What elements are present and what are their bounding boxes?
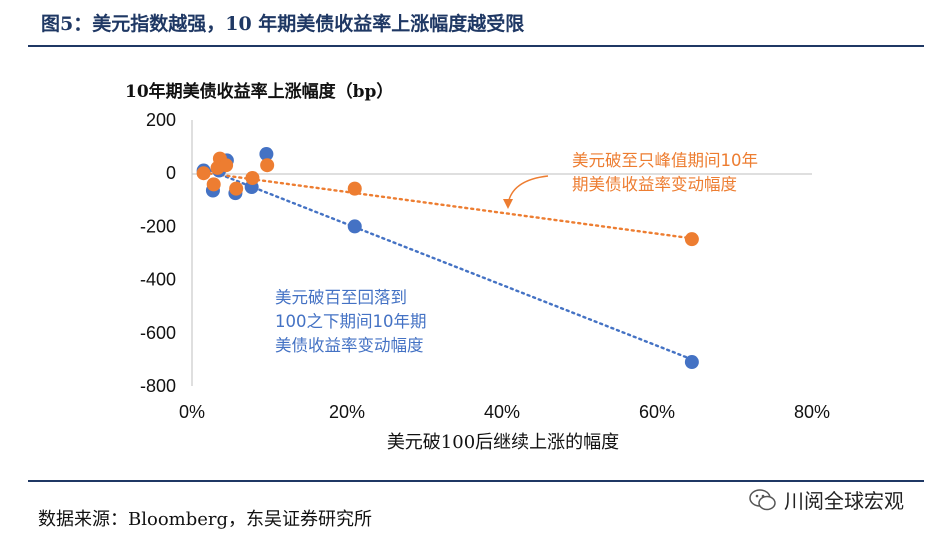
wechat-icon: [749, 488, 776, 510]
title-rule: [28, 45, 924, 47]
blue-data-point: [684, 355, 699, 370]
scatter-chart: 10年期美债收益率上涨幅度（bp） 200 0 -200 -400 -600 -800 0…: [125, 81, 830, 453]
y-tick-labels: 200 0 -200 -400 -600 -800: [140, 110, 176, 396]
blue-data-point: [259, 147, 274, 162]
y-axis-label: 10年期美债收益率上涨幅度（bp）: [125, 81, 393, 102]
orange-data-point: [684, 232, 699, 247]
footer-rule: [28, 480, 924, 482]
orange-data-point: [219, 158, 234, 173]
orange-annotation-line: 美元破至只峰值期间10年: [572, 151, 758, 170]
x-tick-label: 0%: [179, 402, 205, 422]
orange-data-point: [206, 177, 221, 192]
y-tick-label: -600: [140, 323, 176, 343]
blue-trend-line: [202, 166, 694, 361]
trend-lines: [202, 166, 694, 361]
y-tick-label: 200: [146, 110, 176, 130]
source-note: 数据来源：Bloomberg，东吴证券研究所: [38, 509, 373, 530]
orange-data-point: [229, 181, 244, 196]
x-tick-labels: 0% 20% 40% 60% 80%: [179, 402, 830, 422]
orange-annotation-line: 期美债收益率变动幅度: [572, 175, 737, 194]
y-tick-label: -400: [140, 270, 176, 290]
y-tick-label: 0: [166, 163, 176, 183]
blue-annotation-line: 美债收益率变动幅度: [275, 336, 424, 355]
orange-data-point: [196, 166, 211, 181]
figure-title: 图5：美元指数越强，10 年期美债收益率上涨幅度越受限: [41, 13, 525, 35]
blue-data-point: [347, 219, 362, 234]
x-axis-label: 美元破100后继续上涨的幅度: [387, 432, 619, 453]
watermark-text: 川阅全球宏观: [784, 489, 904, 513]
orange-trend-line: [202, 171, 694, 240]
x-tick-label: 20%: [329, 402, 365, 422]
y-tick-label: -800: [140, 376, 176, 396]
x-tick-label: 60%: [639, 402, 675, 422]
x-tick-label: 40%: [484, 402, 520, 422]
data-points: [196, 147, 699, 370]
orange-data-point: [245, 170, 260, 185]
x-tick-label: 80%: [794, 402, 830, 422]
annotation-arrow: [503, 175, 549, 209]
blue-annotation-line: 美元破百至回落到: [275, 288, 407, 307]
orange-data-point: [260, 158, 275, 173]
orange-data-point: [347, 181, 362, 196]
blue-annotation-line: 100之下期间10年期: [275, 312, 427, 331]
wechat-watermark: 川阅全球宏观: [748, 485, 904, 514]
y-tick-label: -200: [140, 216, 176, 236]
